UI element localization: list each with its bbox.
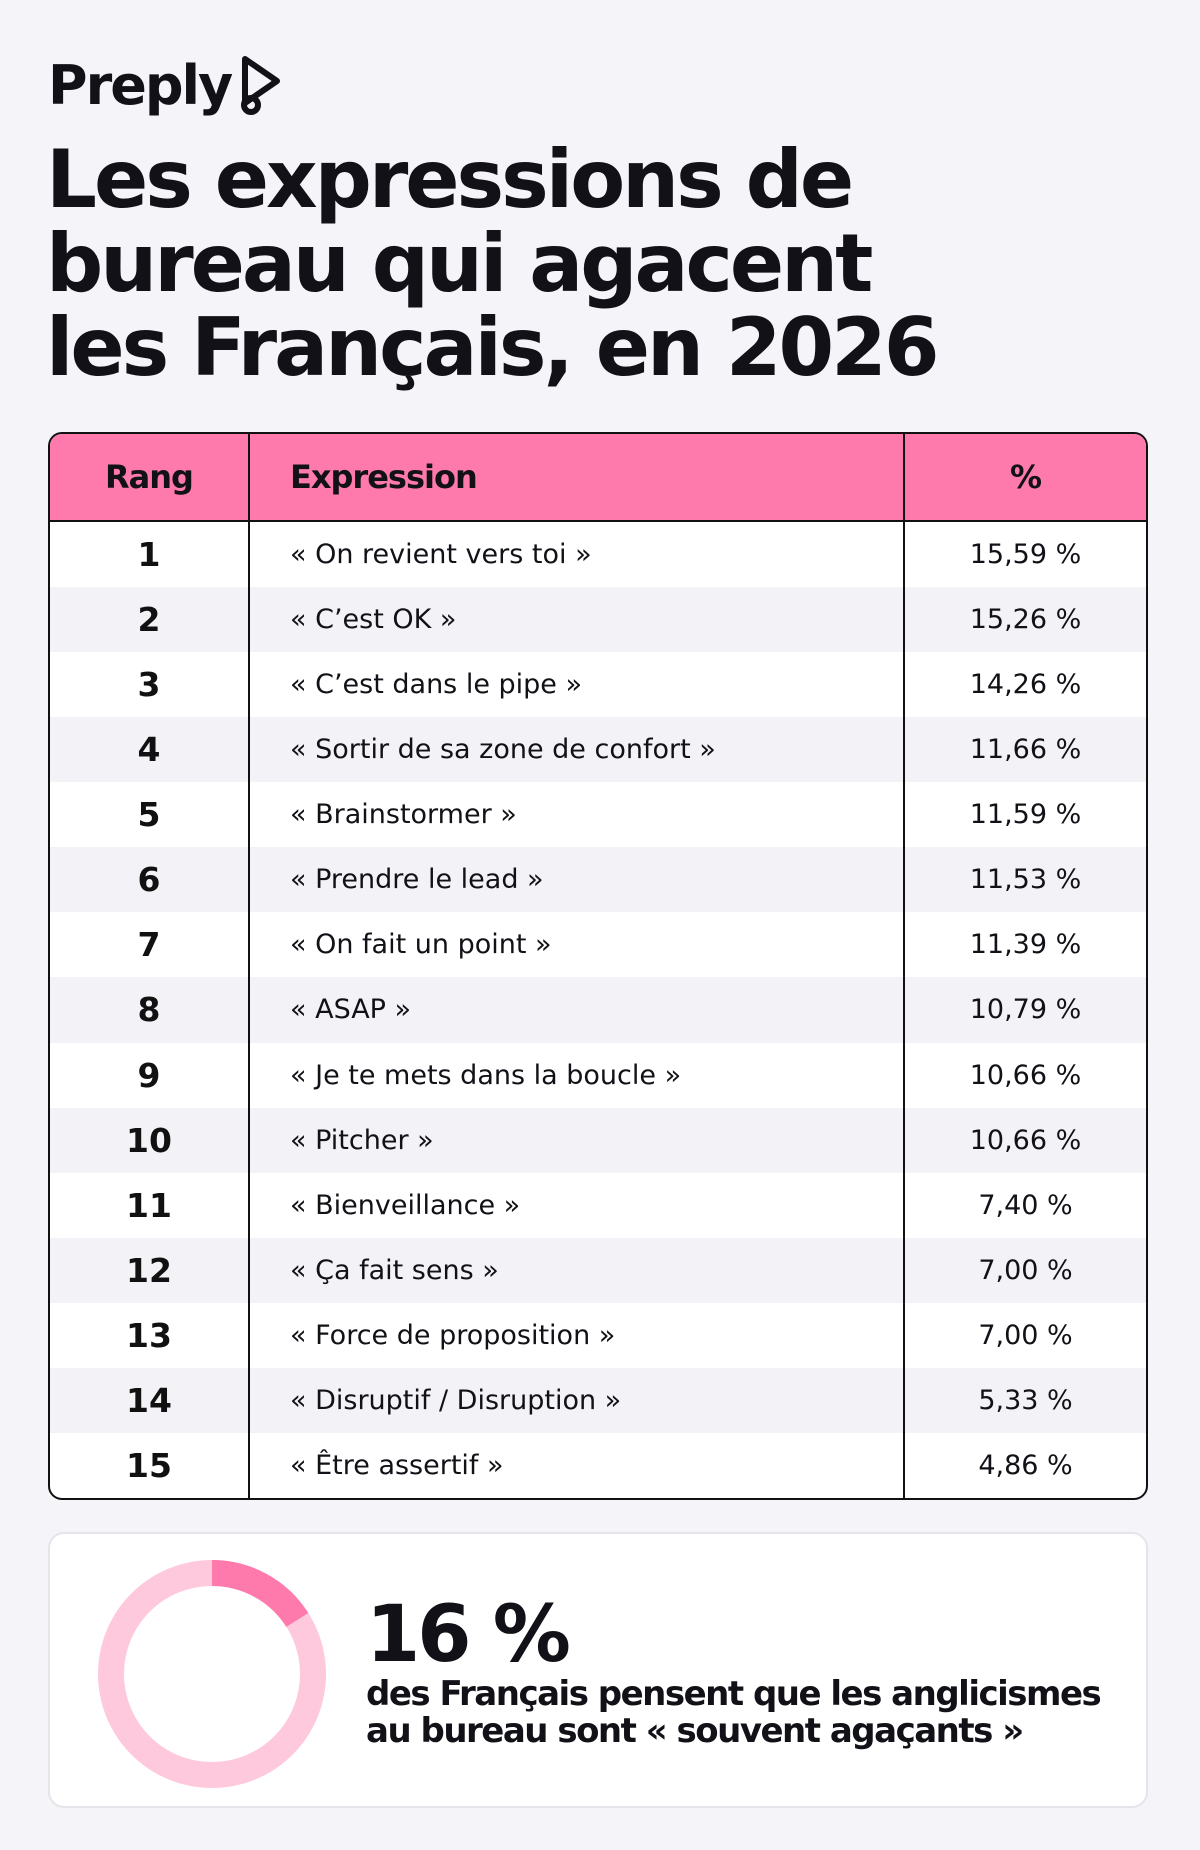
preply-logo-icon [241,56,281,115]
percent-cell: 10,66 % [969,1059,1082,1091]
rank-cell: 5 [50,782,250,848]
title-line: Les expressions de [46,133,854,226]
table-row: 5 « Brainstormer » 11,59 % [50,782,1146,848]
title-line: bureau qui agacent [46,217,873,310]
expression-cell: « ASAP » [250,977,905,1043]
expression-cell: « C’est OK » [250,587,905,653]
donut-fill [98,1560,326,1788]
table-row: 9 « Je te mets dans la boucle » 10,66 % [50,1042,1146,1108]
expression-cell: « On revient vers toi » [250,522,905,588]
header-expression: Expression [250,434,905,520]
page-title: Les expressions de bureau qui agacent le… [46,138,1146,390]
rank-cell: 12 [50,1237,250,1303]
table-row: 15 « Être assertif » 4,86 % [50,1432,1146,1498]
rank-cell: 4 [50,717,250,783]
ranking-table: Rang Expression % 1 « On revient vers to… [48,432,1148,1500]
table-row: 4 « Sortir de sa zone de confort » 11,66… [50,717,1146,783]
preply-logo: Preply [48,52,285,118]
header-rank: Rang [50,434,250,520]
expression-cell: « Prendre le lead » [250,847,905,913]
percent-cell: 7,40 % [978,1189,1073,1221]
percent-cell: 5,33 % [978,1384,1073,1416]
rank-cell: 2 [50,587,250,653]
percent-cell: 11,53 % [969,864,1082,896]
percent-cell: 10,79 % [969,994,1082,1026]
stat-description: des Français pensent que les anglicismes… [366,1676,1126,1750]
table-header: Rang Expression % [50,434,1146,522]
percent-cell: 11,39 % [969,929,1082,961]
expression-cell: « Être assertif » [250,1432,905,1498]
percent-cell: 7,00 % [978,1319,1073,1351]
percent-cell: 11,59 % [969,799,1082,831]
table-row: 14 « Disruptif / Disruption » 5,33 % [50,1367,1146,1433]
rank-cell: 7 [50,912,250,978]
table-row: 11 « Bienveillance » 7,40 % [50,1172,1146,1238]
expression-cell: « Bienveillance » [250,1172,905,1238]
rank-cell: 6 [50,847,250,913]
percent-cell: 11,66 % [969,734,1082,766]
title-line: les Français, en 2026 [46,301,939,394]
rank-cell: 8 [50,977,250,1043]
expression-cell: « Brainstormer » [250,782,905,848]
table-row: 1 « On revient vers toi » 15,59 % [50,522,1146,588]
rank-cell: 15 [50,1432,250,1498]
expression-cell: « Pitcher » [250,1107,905,1173]
stat-card: 16 % des Français pensent que les anglic… [48,1532,1148,1808]
percent-cell: 10,66 % [969,1124,1082,1156]
percent-cell: 15,59 % [969,539,1082,571]
rank-cell: 9 [50,1042,250,1108]
expression-cell: « C’est dans le pipe » [250,652,905,718]
expression-cell: « On fait un point » [250,912,905,978]
stat-value: 16 % [366,1590,571,1680]
expression-cell: « Ça fait sens » [250,1237,905,1303]
percent-cell: 15,26 % [969,604,1082,636]
table-row: 7 « On fait un point » 11,39 % [50,912,1146,978]
stat-line: au bureau sont « souvent agaçants » [366,1711,1024,1751]
expression-cell: « Disruptif / Disruption » [250,1367,905,1433]
table-row: 6 « Prendre le lead » 11,53 % [50,847,1146,913]
rank-cell: 3 [50,652,250,718]
expression-cell: « Je te mets dans la boucle » [250,1042,905,1108]
rank-cell: 1 [50,522,250,588]
percent-cell: 7,00 % [978,1254,1073,1286]
table-row: 3 « C’est dans le pipe » 14,26 % [50,652,1146,718]
table-row: 13 « Force de proposition » 7,00 % [50,1302,1146,1368]
table-row: 8 « ASAP » 10,79 % [50,977,1146,1043]
rank-cell: 13 [50,1302,250,1368]
rank-cell: 10 [50,1107,250,1173]
percent-cell: 4,86 % [978,1449,1073,1481]
rank-cell: 14 [50,1367,250,1433]
table-row: 10 « Pitcher » 10,66 % [50,1107,1146,1173]
expression-cell: « Force de proposition » [250,1302,905,1368]
brand-name: Preply [48,53,233,117]
table-row: 2 « C’est OK » 15,26 % [50,587,1146,653]
expression-cell: « Sortir de sa zone de confort » [250,717,905,783]
donut-chart [98,1560,326,1788]
percent-cell: 14,26 % [969,669,1082,701]
rank-cell: 11 [50,1172,250,1238]
table-row: 12 « Ça fait sens » 7,00 % [50,1237,1146,1303]
table-body: 1 « On revient vers toi » 15,59 % 2 « C’… [50,522,1146,1498]
stat-line: des Français pensent que les anglicismes [366,1674,1102,1714]
header-percent: % [1009,458,1042,496]
